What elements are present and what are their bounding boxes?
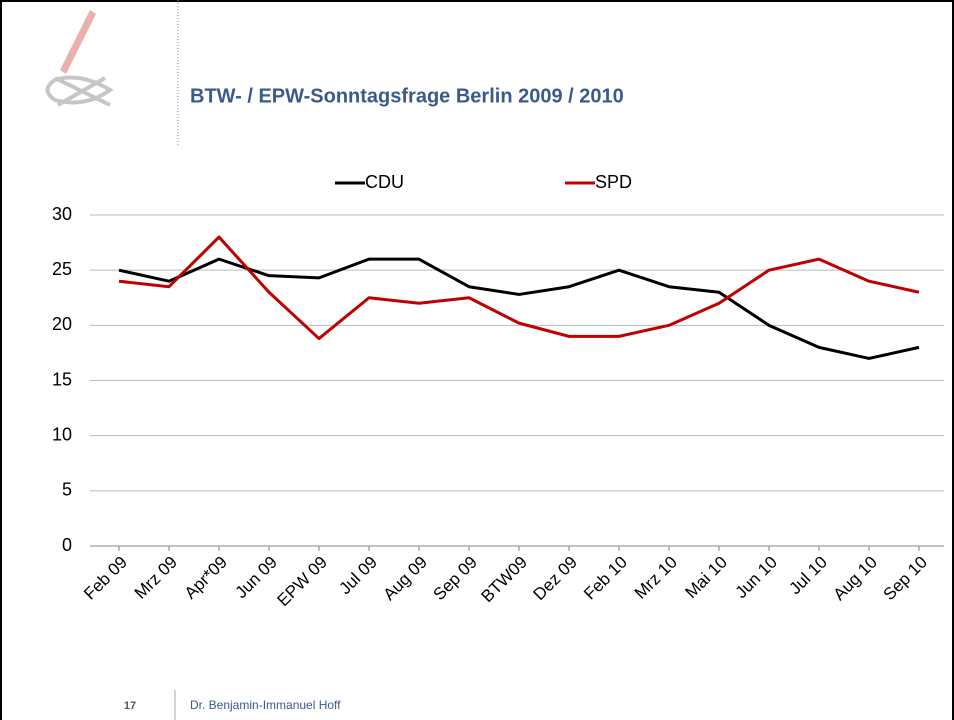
slide: BTW- / EPW-Sonntagsfrage Berlin 2009 / 2… xyxy=(0,0,954,720)
slide-border xyxy=(1,1,953,720)
chart-title: BTW- / EPW-Sonntagsfrage Berlin 2009 / 2… xyxy=(190,85,624,107)
x-tick-label: Aug 09 xyxy=(379,553,431,605)
x-tick-label: EPW 09 xyxy=(273,553,331,611)
page: BTW- / EPW-Sonntagsfrage Berlin 2009 / 2… xyxy=(0,0,954,720)
x-tick-label: Sep 09 xyxy=(429,553,481,605)
x-tick-label: Jul 10 xyxy=(785,553,831,599)
x-tick-label: Jun 09 xyxy=(231,553,281,603)
y-tick-label: 30 xyxy=(52,204,72,224)
x-tick-label: Feb 10 xyxy=(580,553,631,604)
legend-label: SPD xyxy=(595,172,632,192)
logo xyxy=(48,10,111,105)
legend-label: CDU xyxy=(365,172,404,192)
y-tick-label: 5 xyxy=(62,480,72,500)
y-tick-label: 20 xyxy=(52,314,72,334)
x-tick-label: Mrz 10 xyxy=(631,553,681,603)
x-tick-label: Dez 09 xyxy=(529,553,581,605)
x-tick-label: Apr*09 xyxy=(181,553,231,603)
x-tick-label: Jul 09 xyxy=(335,553,381,599)
x-tick-label: Jun 10 xyxy=(731,553,781,603)
x-tick-label: Feb 09 xyxy=(80,553,131,604)
x-tick-label: BTW09 xyxy=(477,553,531,607)
page-number: 17 xyxy=(124,700,136,712)
x-tick-label: Aug 10 xyxy=(829,553,881,605)
series-line xyxy=(119,259,919,358)
y-tick-label: 0 xyxy=(62,535,72,555)
y-tick-label: 15 xyxy=(52,369,72,389)
y-tick-label: 25 xyxy=(52,259,72,279)
series-line xyxy=(119,237,919,339)
x-tick-label: Mrz 09 xyxy=(131,553,181,603)
x-tick-label: Sep 10 xyxy=(879,553,931,605)
footer-author: Dr. Benjamin-Immanuel Hoff xyxy=(190,698,341,712)
x-tick-label: Mai 10 xyxy=(681,553,731,603)
y-tick-label: 10 xyxy=(52,424,72,444)
